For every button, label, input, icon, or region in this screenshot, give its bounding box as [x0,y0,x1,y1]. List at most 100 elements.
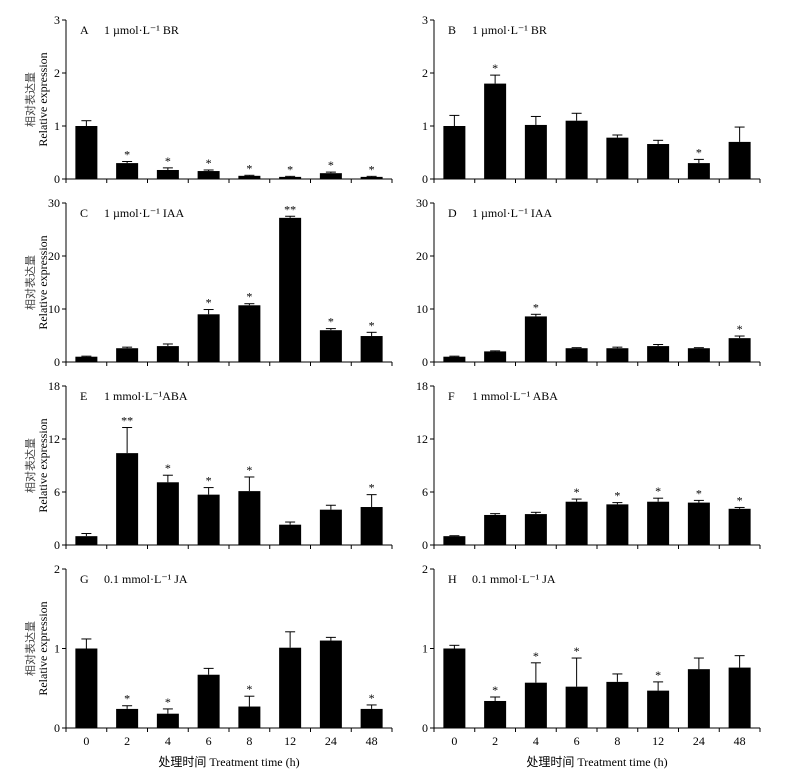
bar-48h [728,338,751,362]
bar-4h [524,682,547,728]
significance-mark: * [574,485,580,499]
significance-mark: * [696,486,702,500]
y-tick-label: 0 [54,172,60,186]
bar-24h [687,669,710,728]
bar-0h [443,648,466,728]
y-tick-label: 30 [48,196,60,210]
y-tick-label: 3 [54,13,60,27]
x-tick-label: 8 [614,734,620,748]
panel-letter: G [80,572,89,586]
panel-title: 1 µmol·L⁻¹ IAA [472,206,553,220]
bar-48h [360,507,383,545]
x-tick-label: 0 [83,734,89,748]
y-tick-label: 1 [54,119,60,133]
significance-mark: * [614,489,620,503]
significance-mark: * [246,463,252,477]
bar-4h [156,346,179,362]
bar-0h [443,356,466,362]
significance-mark: * [533,300,539,314]
panel-letter: D [448,206,457,220]
bar-6h [197,494,220,545]
panel-title: 0.1 mmol·L⁻¹ JA [104,572,188,586]
panel-a: 0 1 2 3 * * * * * * * A 1 µmol·L⁻¹ BR 相对表达量 Relative e… [23,13,393,186]
bar-2h [116,708,139,728]
x-tick-label: 12 [652,734,664,748]
x-tick-label: 48 [734,734,746,748]
y-tick-label: 3 [422,13,428,27]
bar-12h [279,524,302,545]
bar-8h [238,175,261,179]
significance-mark: * [328,315,334,329]
y-tick-label: 1 [422,642,428,656]
bar-0h [443,126,466,179]
bar-24h [687,502,710,545]
y-axis-label-cn: 相对表达量 [23,255,37,310]
significance-mark: * [124,692,130,706]
bar-12h [279,217,302,362]
significance-mark: * [655,484,661,498]
panel-title: 0.1 mmol·L⁻¹ JA [472,572,556,586]
panel-letter: B [448,23,456,37]
x-tick-label: 0 [451,734,457,748]
panel-b: 0 1 2 3 * * B 1 µmol·L⁻¹ BR [422,13,761,186]
panel-title: 1 µmol·L⁻¹ BR [472,23,547,37]
significance-mark: * [737,493,743,507]
panel-letter: E [80,389,87,403]
y-tick-label: 10 [48,302,60,316]
bar-2h [484,514,507,545]
significance-mark: * [165,154,171,168]
bar-6h [197,314,220,362]
x-tick-label: 8 [246,734,252,748]
panel-letter: F [448,389,455,403]
significance-mark: * [492,683,498,697]
significance-mark: * [533,649,539,663]
y-tick-label: 18 [48,379,60,393]
panel-f: 0 6 12 18 * * * * * F 1 mmol·L⁻¹ ABA [416,379,761,552]
significance-mark: * [369,318,375,332]
y-axis-label: Relative expression [36,235,50,329]
bar-24h [319,330,342,362]
y-tick-label: 2 [422,562,428,576]
panel-d: 0 10 20 30 * * D 1 µmol·L⁻¹ IAA [416,196,761,369]
y-tick-label: 1 [422,119,428,133]
x-tick-label: 24 [693,734,705,748]
y-tick-label: 0 [54,355,60,369]
significance-mark: * [287,162,293,176]
bar-12h [647,144,670,179]
y-tick-label: 20 [48,249,60,263]
bar-2h [484,83,507,179]
bar-8h [238,305,261,362]
bar-4h [156,482,179,545]
bar-0h [75,126,98,179]
bar-12h [647,346,670,362]
y-tick-label: 0 [422,538,428,552]
panel-title: 1 µmol·L⁻¹ IAA [104,206,185,220]
bar-24h [687,163,710,179]
y-tick-label: 0 [54,538,60,552]
bar-2h [116,163,139,179]
bar-8h [606,681,629,728]
bar-12h [279,176,302,179]
bar-4h [524,514,547,545]
bar-4h [524,316,547,362]
panel-letter: H [448,572,457,586]
y-axis-label: Relative expression [36,601,50,695]
y-axis-label: Relative expression [36,52,50,146]
y-tick-label: 2 [54,562,60,576]
bar-24h [319,173,342,179]
panel-title: 1 mmol·L⁻¹ ABA [472,389,558,403]
bar-6h [565,686,588,728]
significance-mark: * [206,156,212,170]
bar-2h [116,348,139,362]
y-axis-label-cn: 相对表达量 [23,438,37,493]
y-tick-label: 12 [416,432,428,446]
y-axis-label-cn: 相对表达量 [23,621,37,676]
bar-48h [728,508,751,545]
significance-mark: * [574,644,580,658]
x-tick-label: 4 [165,734,171,748]
x-axis-label: 处理时间 Treatment time (h) [158,755,299,769]
